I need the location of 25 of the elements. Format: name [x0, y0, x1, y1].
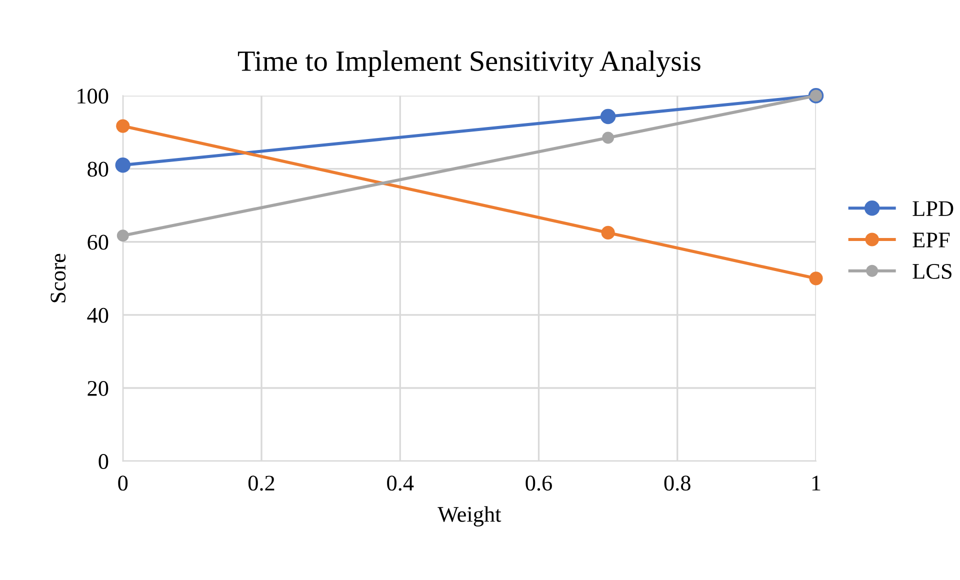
point: [600, 108, 616, 124]
x-tick-label: 1: [812, 476, 820, 490]
legend-label: EPF: [912, 232, 950, 248]
chart-title: Time to Implement Sensitivity Analysis: [238, 50, 700, 77]
y-tick-label: 0: [98, 454, 108, 470]
legend-label: LPD: [912, 201, 954, 216]
x-tick-label: 0.6: [526, 476, 552, 491]
x-axis-title: Weight: [438, 506, 502, 526]
y-tick-label: 20: [88, 380, 108, 396]
x-tick-label: 0.2: [248, 476, 274, 491]
point: [116, 230, 129, 242]
point: [116, 119, 130, 133]
x-tick-label: 0.8: [664, 476, 690, 491]
y-tick-label: 60: [88, 234, 108, 250]
point: [809, 272, 823, 286]
x-tick-label: 0.4: [387, 476, 414, 491]
y-tick-label: 40: [87, 308, 108, 323]
y-tick-label: 80: [88, 162, 108, 177]
y-tick-label: 100: [78, 88, 108, 104]
point: [601, 226, 615, 240]
legend-label: LCS: [912, 264, 952, 279]
point: [602, 132, 614, 144]
x-tick-label: 0: [118, 476, 128, 491]
y-axis-title: Score: [50, 254, 66, 302]
point: [115, 157, 131, 173]
